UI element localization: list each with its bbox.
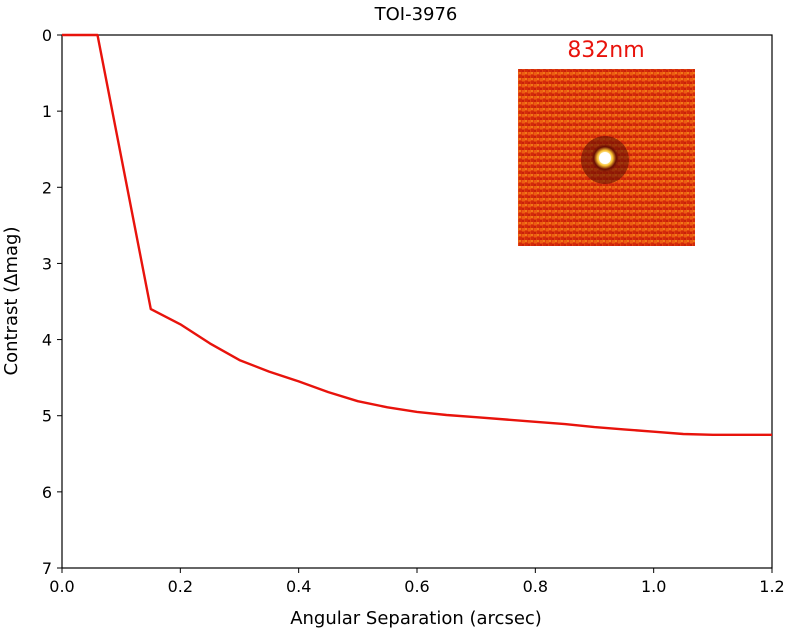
series-layer: [62, 33, 772, 436]
x-axis-label: Angular Separation (arcsec): [290, 608, 542, 629]
x-tick-label: 0.4: [286, 577, 311, 596]
y-tick-label: 6: [42, 483, 52, 502]
axes: 0.0 0.2 0.4 0.6 0.8 1.0 1.2 0 1 2 3 4 5 6 7: [42, 26, 785, 596]
x-tick-label: 1.0: [641, 577, 666, 596]
contrast-curve-line: [62, 33, 772, 436]
y-tick-label: 7: [42, 559, 52, 578]
y-tick-label: 4: [42, 331, 52, 350]
x-tick-label: 0.2: [168, 577, 193, 596]
y-tick-label: 3: [42, 254, 52, 273]
inset-image: [518, 69, 695, 246]
y-tick-label: 2: [42, 178, 52, 197]
y-tick-label: 5: [42, 407, 52, 426]
inset-label: 832nm: [567, 38, 644, 63]
y-tick-label: 0: [42, 26, 52, 45]
x-tick-label: 0.0: [49, 577, 74, 596]
inset-star-core: [599, 152, 611, 164]
x-tick-label: 1.2: [759, 577, 784, 596]
chart-title: TOI-3976: [374, 4, 458, 25]
y-axis-label: Contrast (Δmag): [1, 227, 22, 376]
y-tick-label: 1: [42, 102, 52, 121]
x-tick-label: 0.6: [404, 577, 429, 596]
x-tick-label: 0.8: [523, 577, 548, 596]
